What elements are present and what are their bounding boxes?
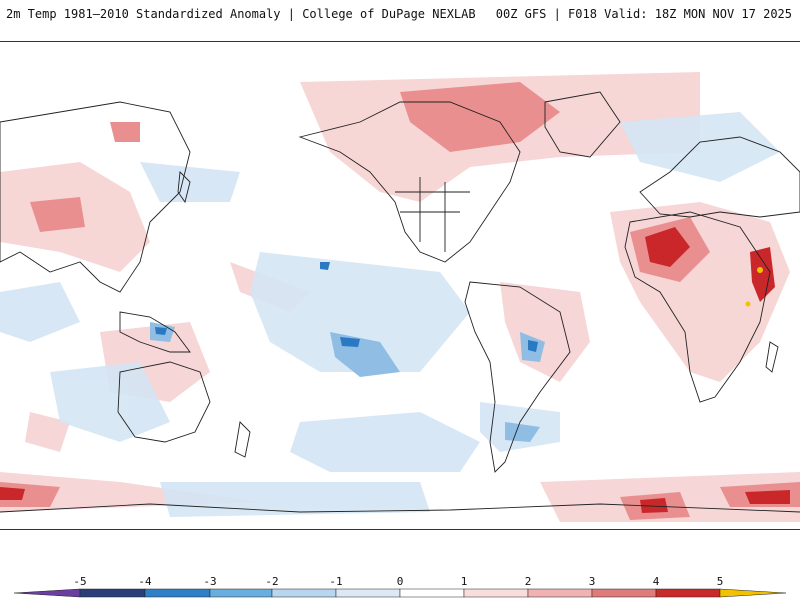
colorbar-max-arrow <box>719 588 787 598</box>
colorbar-tick-label: 1 <box>460 575 468 588</box>
colorbar-tick-label: 4 <box>652 575 660 588</box>
warm-anomaly-light <box>0 72 800 522</box>
extreme-warm-spots <box>745 267 763 307</box>
colorbar-segment <box>591 588 657 598</box>
colorbar-tick-label: -5 <box>73 575 87 588</box>
colorbar-segment <box>463 588 529 598</box>
colorbar: -5 -4 -3 -2 -1 0 1 2 3 4 5 <box>0 570 800 600</box>
header: 2m Temp 1981–2010 Standardized Anomaly |… <box>0 0 800 28</box>
warm-anomaly-strong <box>0 227 790 513</box>
colorbar-segment <box>399 588 465 598</box>
colorbar-segment <box>527 588 593 598</box>
colorbar-segment <box>655 588 721 598</box>
colorbar-gradient <box>13 588 787 598</box>
map-canvas <box>0 72 800 522</box>
colorbar-min-arrow <box>13 588 81 598</box>
anomaly-map[interactable] <box>0 41 800 530</box>
cold-anomaly-strong <box>155 262 538 352</box>
colorbar-tick-label: 2 <box>524 575 532 588</box>
colorbar-segment <box>144 588 211 598</box>
colorbar-segment <box>335 588 401 598</box>
map-title: 2m Temp 1981–2010 Standardized Anomaly |… <box>6 7 476 21</box>
colorbar-tick-label: 5 <box>716 575 724 588</box>
colorbar-tick-label: 0 <box>396 575 404 588</box>
colorbar-segment <box>209 588 273 598</box>
colorbar-segment <box>79 588 146 598</box>
colorbar-tick-label: -2 <box>265 575 279 588</box>
colorbar-tick-label: -4 <box>138 575 152 588</box>
colorbar-tick-label: -1 <box>329 575 343 588</box>
colorbar-tick-label: -3 <box>203 575 217 588</box>
run-info: 00Z GFS | F018 Valid: 18Z MON NOV 17 202… <box>495 7 792 21</box>
coastlines <box>0 91 800 513</box>
colorbar-tick-label: 3 <box>588 575 596 588</box>
colorbar-segment <box>271 588 337 598</box>
